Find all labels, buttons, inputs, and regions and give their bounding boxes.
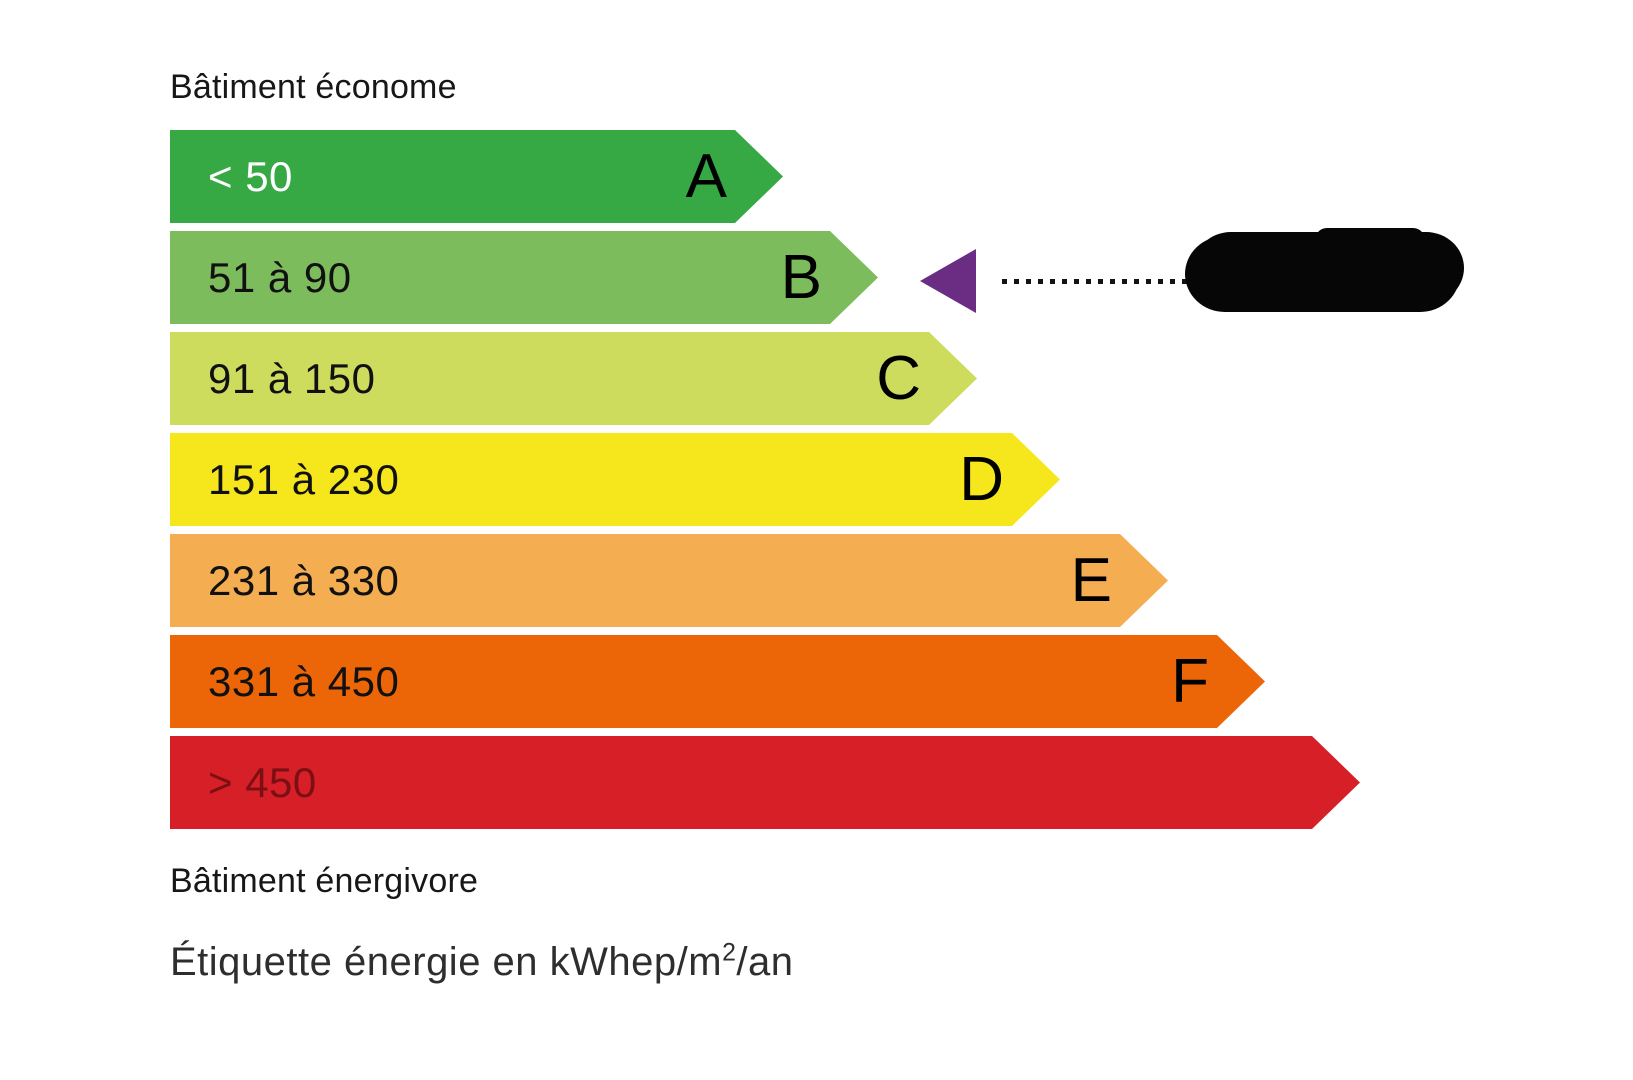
energy-band-d: 151 à 230 D (170, 433, 1060, 526)
band-shape (170, 433, 1060, 526)
band-range-label: 91 à 150 (208, 354, 376, 402)
caption-efficient-building: Bâtiment économe (170, 68, 457, 106)
energy-band-e: 231 à 330 E (170, 534, 1168, 627)
band-shape (170, 736, 1360, 829)
band-shape (170, 332, 977, 425)
band-range-label: 151 à 230 (208, 455, 400, 503)
units-superscript: 2 (722, 939, 737, 967)
caption-energy-hungry-building: Bâtiment énergivore (170, 862, 479, 900)
units-tail: /an (736, 940, 794, 984)
band-range-label: 51 à 90 (208, 253, 352, 301)
band-shape (170, 231, 878, 324)
energy-band-c: 91 à 150 C (170, 332, 977, 425)
band-letter-label: A (685, 141, 727, 211)
energy-class-scale: < 50 A 51 à 90 B 91 à 150 C 151 à 230 D 231 à 33… (0, 130, 1633, 850)
band-letter-label: D (959, 444, 1004, 514)
caption-energy-label-units: Étiquette énergie en kWhep/m2/an (170, 940, 794, 985)
band-letter-label: F (1171, 646, 1209, 716)
band-range-label: 331 à 450 (208, 657, 400, 705)
band-shape (170, 534, 1168, 627)
units-text: Étiquette énergie en kWhep/m (170, 940, 723, 984)
energy-band-a: < 50 A (170, 130, 783, 223)
energy-band-g: > 450 (170, 736, 1360, 829)
band-range-label: < 50 (208, 152, 293, 200)
energy-band-f: 331 à 450 F (170, 635, 1265, 728)
band-range-label: > 450 (208, 758, 317, 806)
band-letter-label: E (1070, 545, 1112, 615)
band-shape (170, 130, 783, 223)
energy-band-b: 51 à 90 B (170, 231, 878, 324)
band-range-label: 231 à 330 (208, 556, 400, 604)
band-letter-label: B (780, 242, 822, 312)
band-shape (170, 635, 1265, 728)
band-letter-label: C (876, 343, 921, 413)
